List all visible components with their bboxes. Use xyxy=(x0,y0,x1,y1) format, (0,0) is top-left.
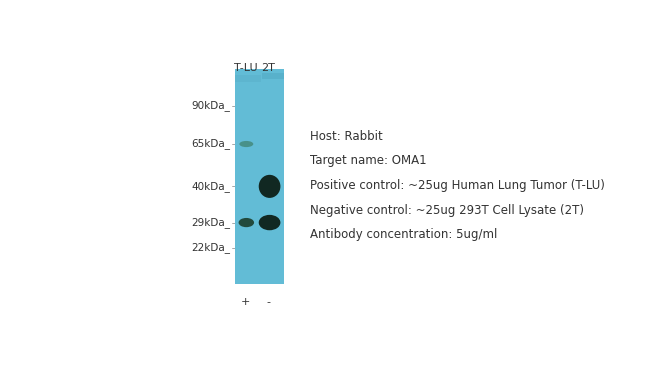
Ellipse shape xyxy=(259,175,280,198)
Ellipse shape xyxy=(259,215,280,230)
Text: 22kDa_: 22kDa_ xyxy=(191,243,230,253)
Text: +: + xyxy=(241,297,250,307)
FancyBboxPatch shape xyxy=(235,68,284,284)
Ellipse shape xyxy=(239,218,254,227)
Text: -: - xyxy=(266,297,270,307)
Text: 65kDa_: 65kDa_ xyxy=(191,139,230,149)
Text: 29kDa_: 29kDa_ xyxy=(191,217,230,228)
Text: Host: Rabbit: Host: Rabbit xyxy=(310,130,383,143)
Text: 40kDa_: 40kDa_ xyxy=(191,181,230,192)
FancyBboxPatch shape xyxy=(262,73,283,79)
Text: T-LU: T-LU xyxy=(234,63,257,73)
Ellipse shape xyxy=(239,141,254,147)
Text: Negative control: ~25ug 293T Cell Lysate (2T): Negative control: ~25ug 293T Cell Lysate… xyxy=(310,204,584,217)
Text: 90kDa_: 90kDa_ xyxy=(191,100,230,111)
FancyBboxPatch shape xyxy=(235,75,261,82)
Text: 2T: 2T xyxy=(261,63,275,73)
Text: Target name: OMA1: Target name: OMA1 xyxy=(310,154,426,168)
Text: Positive control: ~25ug Human Lung Tumor (T-LU): Positive control: ~25ug Human Lung Tumor… xyxy=(310,179,604,192)
Text: Antibody concentration: 5ug/ml: Antibody concentration: 5ug/ml xyxy=(310,228,497,242)
